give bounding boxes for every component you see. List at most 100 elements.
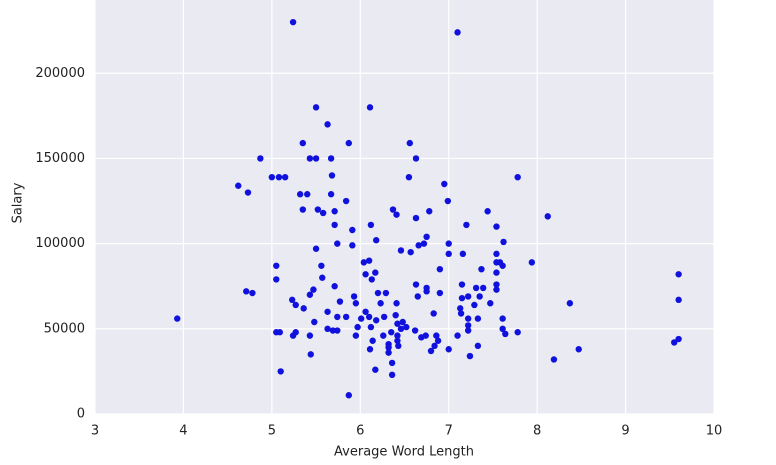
point	[354, 323, 361, 331]
point	[397, 247, 405, 254]
point	[441, 180, 448, 188]
point	[312, 245, 320, 252]
point	[476, 293, 483, 300]
point	[394, 332, 401, 339]
point	[575, 346, 582, 353]
point	[412, 281, 420, 288]
point	[366, 346, 374, 353]
x-tick-label: 3	[91, 424, 99, 439]
point	[502, 330, 509, 338]
point	[671, 339, 678, 346]
x-tick-label: 10	[706, 424, 723, 439]
point	[352, 332, 360, 339]
point	[474, 342, 482, 350]
point	[327, 191, 335, 198]
point	[299, 206, 307, 213]
point	[345, 392, 352, 399]
point	[360, 259, 368, 266]
point	[336, 298, 344, 305]
point	[329, 327, 337, 334]
point	[445, 346, 452, 353]
point	[380, 313, 388, 321]
point	[365, 313, 373, 321]
point	[357, 315, 365, 322]
point	[399, 318, 406, 326]
point	[431, 342, 438, 350]
point	[472, 284, 480, 292]
point	[445, 250, 452, 258]
point	[493, 250, 500, 258]
point	[675, 296, 682, 304]
point	[480, 284, 487, 292]
point	[484, 208, 491, 215]
point	[306, 155, 314, 162]
point	[289, 332, 297, 339]
point	[249, 289, 256, 297]
point	[405, 173, 413, 181]
point	[406, 139, 414, 147]
point	[324, 121, 331, 128]
point	[314, 206, 322, 213]
point	[331, 283, 338, 290]
point	[411, 327, 419, 334]
point	[478, 265, 485, 273]
point	[426, 208, 433, 215]
y-tick-label: 200000	[35, 66, 85, 81]
point	[395, 342, 402, 350]
point	[372, 366, 379, 373]
point	[324, 325, 331, 333]
point	[458, 294, 466, 302]
point	[268, 173, 276, 181]
point	[276, 329, 284, 336]
point	[415, 242, 422, 249]
point	[493, 286, 500, 293]
point	[388, 371, 396, 379]
point	[459, 250, 467, 258]
point	[458, 281, 466, 288]
point	[342, 313, 350, 321]
point	[434, 337, 442, 344]
point	[388, 329, 395, 336]
point	[420, 240, 428, 247]
point	[550, 356, 558, 363]
point	[412, 155, 420, 162]
point	[394, 337, 401, 344]
point	[369, 337, 376, 344]
point	[528, 259, 536, 266]
point	[454, 332, 461, 339]
point	[243, 288, 250, 295]
point	[394, 320, 401, 327]
point	[471, 301, 478, 309]
point	[328, 172, 336, 179]
point	[385, 349, 392, 356]
x-tick-label: 6	[356, 424, 364, 439]
point	[457, 305, 464, 312]
point	[331, 221, 338, 229]
point	[397, 325, 405, 333]
point	[457, 310, 465, 317]
x-tick-label: 5	[268, 424, 276, 439]
point	[345, 139, 352, 147]
point	[500, 238, 507, 246]
point	[380, 332, 387, 339]
point	[334, 313, 341, 321]
point	[493, 223, 500, 230]
point	[318, 262, 325, 269]
point	[407, 248, 414, 256]
point	[385, 344, 392, 351]
point	[350, 293, 358, 300]
point	[414, 293, 421, 300]
point	[388, 359, 396, 367]
point	[403, 323, 410, 331]
point	[319, 274, 326, 281]
point	[334, 240, 341, 247]
point	[464, 293, 472, 300]
point	[444, 197, 452, 205]
point	[365, 257, 373, 264]
point	[311, 318, 318, 326]
x-tick-label: 8	[533, 424, 541, 439]
point	[334, 327, 341, 334]
point	[331, 208, 338, 215]
point	[464, 315, 472, 322]
point	[474, 315, 482, 322]
